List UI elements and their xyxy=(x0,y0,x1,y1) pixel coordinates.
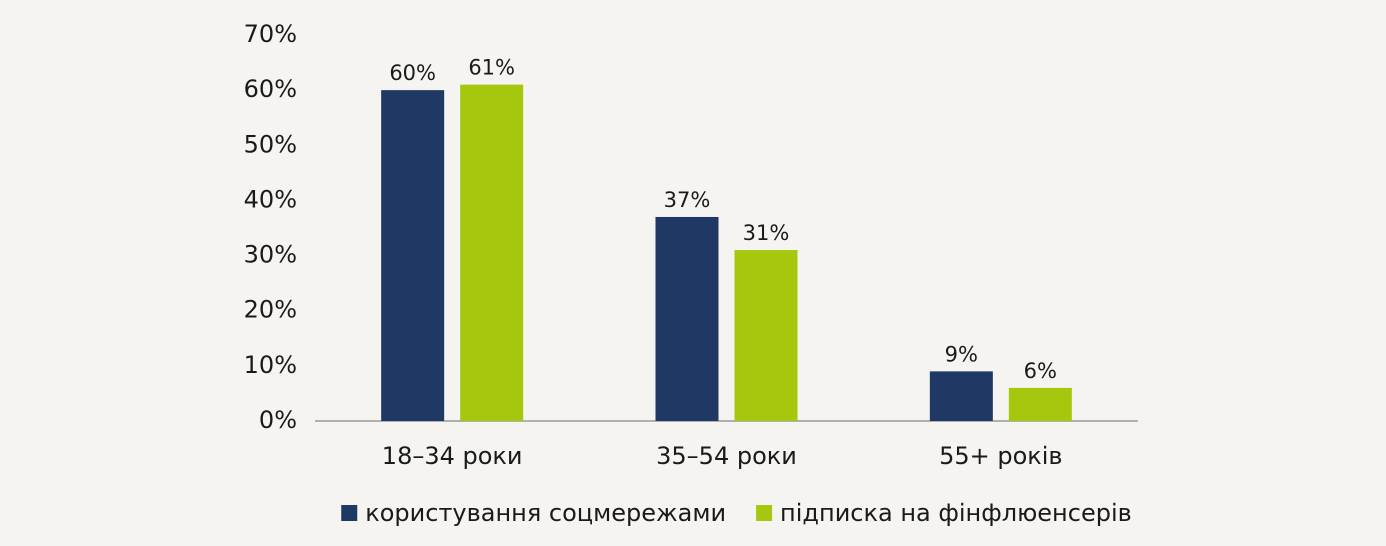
bar xyxy=(460,84,524,421)
legend-label: користування соцмережами xyxy=(365,499,726,527)
y-tick-label: 10% xyxy=(244,351,297,379)
y-tick-label: 70% xyxy=(244,20,297,48)
value-label: 37% xyxy=(664,188,711,212)
legend-swatch xyxy=(756,505,773,521)
value-label: 61% xyxy=(468,56,515,80)
bar xyxy=(1008,387,1072,421)
bar xyxy=(381,90,445,422)
bar xyxy=(655,216,719,421)
y-tick-label: 20% xyxy=(244,296,297,324)
legend-label: підписка на фінфлюенсерів xyxy=(780,499,1132,527)
value-label: 6% xyxy=(1024,359,1057,383)
value-label: 60% xyxy=(389,61,436,85)
x-tick-label: 18–34 роки xyxy=(382,442,523,470)
bar xyxy=(929,371,993,421)
y-tick-label: 0% xyxy=(259,406,297,434)
value-label: 9% xyxy=(945,342,978,366)
bar xyxy=(734,250,798,421)
y-tick-label: 60% xyxy=(244,75,297,103)
y-tick-label: 40% xyxy=(244,185,297,213)
legend-swatch xyxy=(341,505,358,521)
value-label: 31% xyxy=(743,221,790,245)
x-tick-label: 55+ років xyxy=(939,442,1063,470)
x-tick-label: 35–54 роки xyxy=(656,442,797,470)
y-tick-label: 50% xyxy=(244,130,297,158)
y-tick-label: 30% xyxy=(244,241,297,269)
